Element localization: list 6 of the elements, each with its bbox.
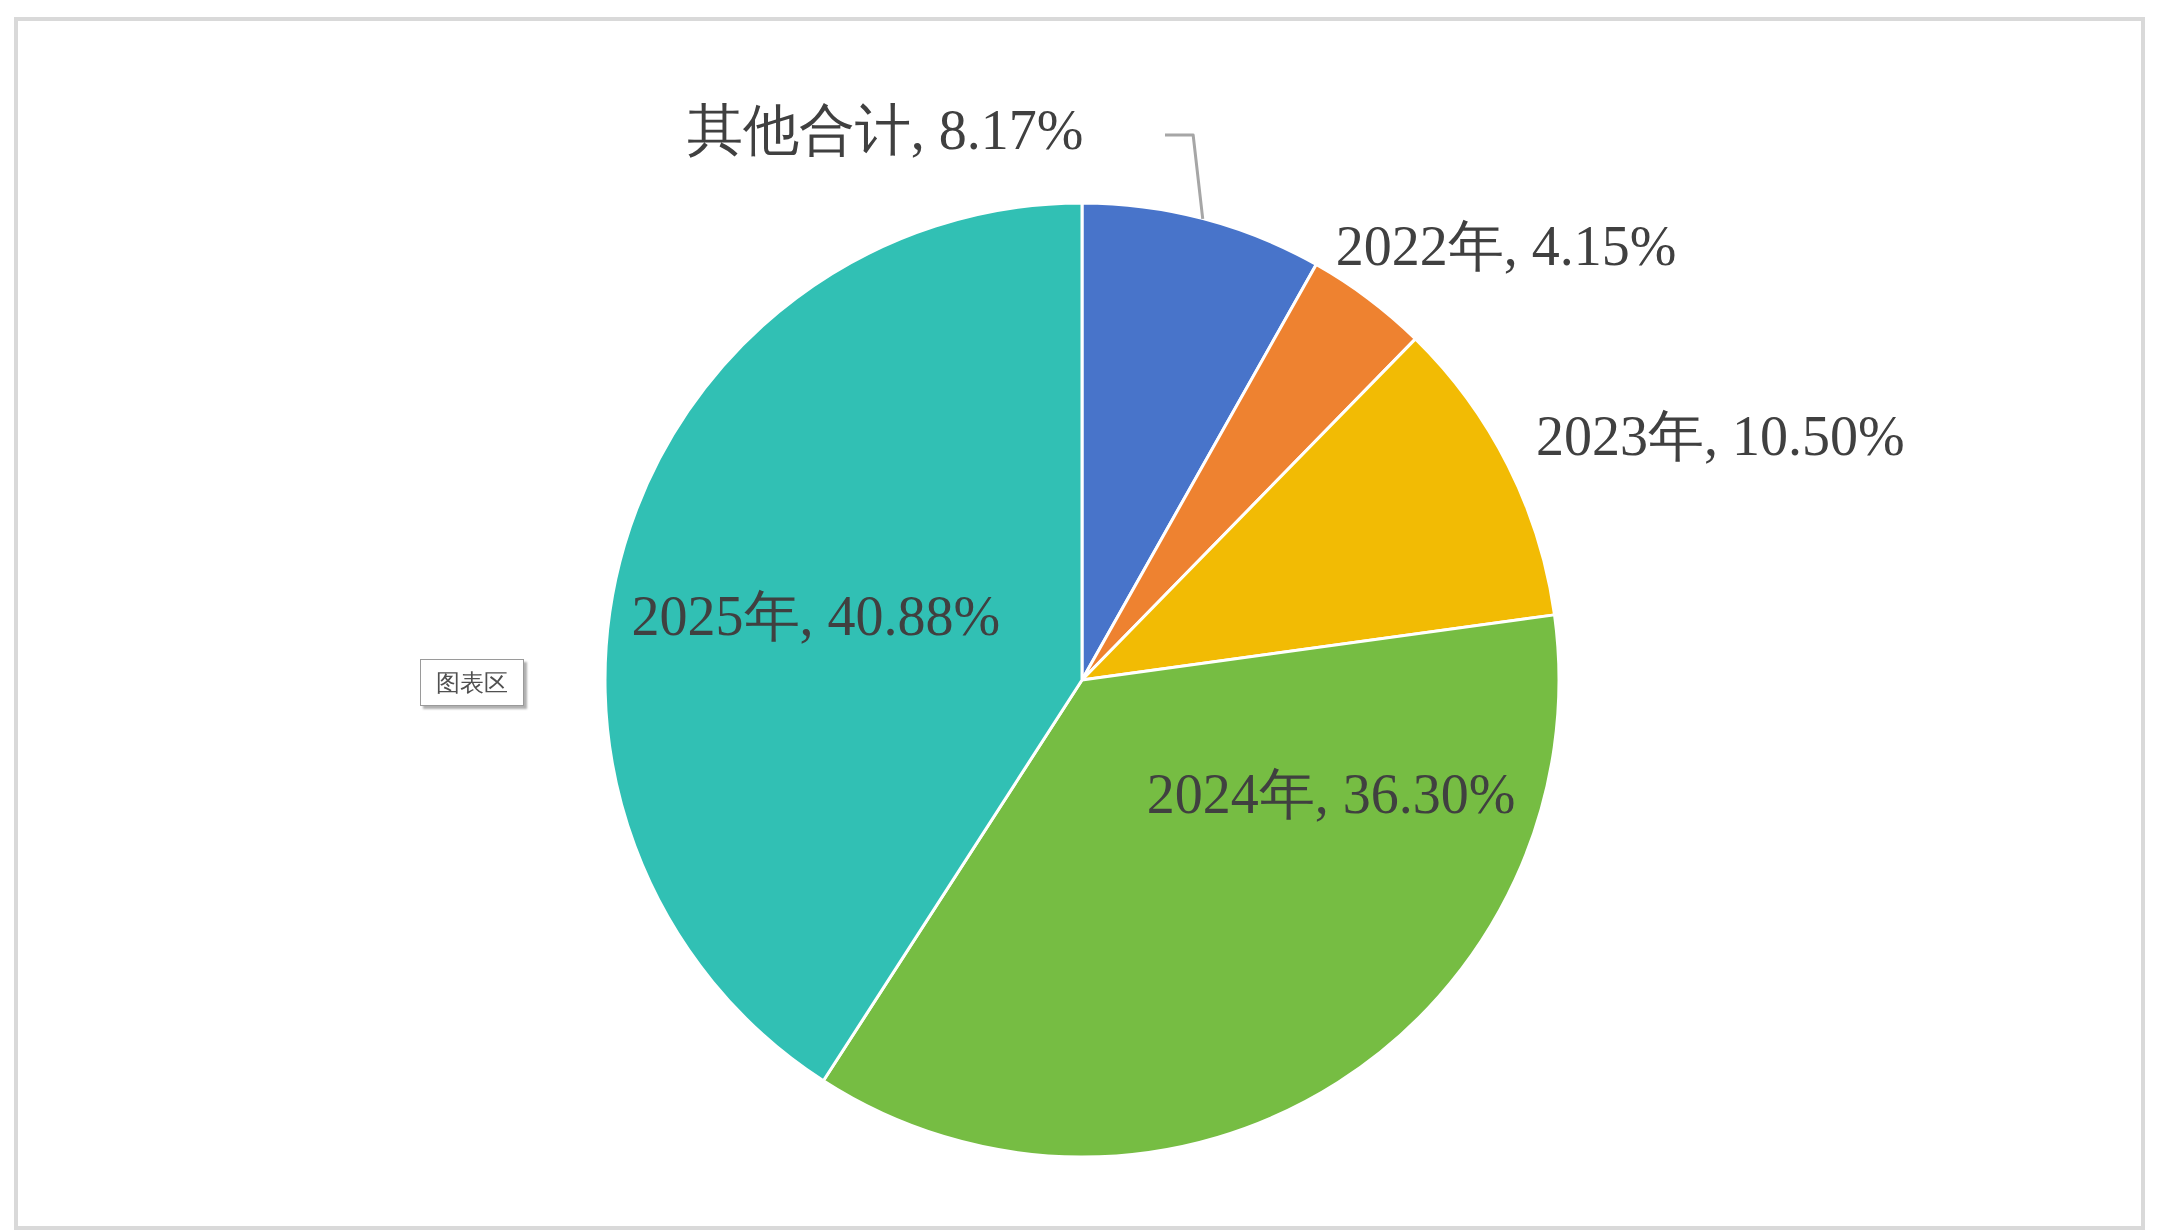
slice-label: 2025年, 40.88% (631, 584, 1001, 647)
slice-label: 2024年, 36.30% (1146, 762, 1516, 825)
slice-label: 其他合计, 8.17% (686, 99, 1084, 162)
slice-label: 2023年, 10.50% (1535, 404, 1905, 467)
slice-label: 2022年, 4.15% (1335, 214, 1677, 277)
text: 图表区 (420, 659, 524, 706)
